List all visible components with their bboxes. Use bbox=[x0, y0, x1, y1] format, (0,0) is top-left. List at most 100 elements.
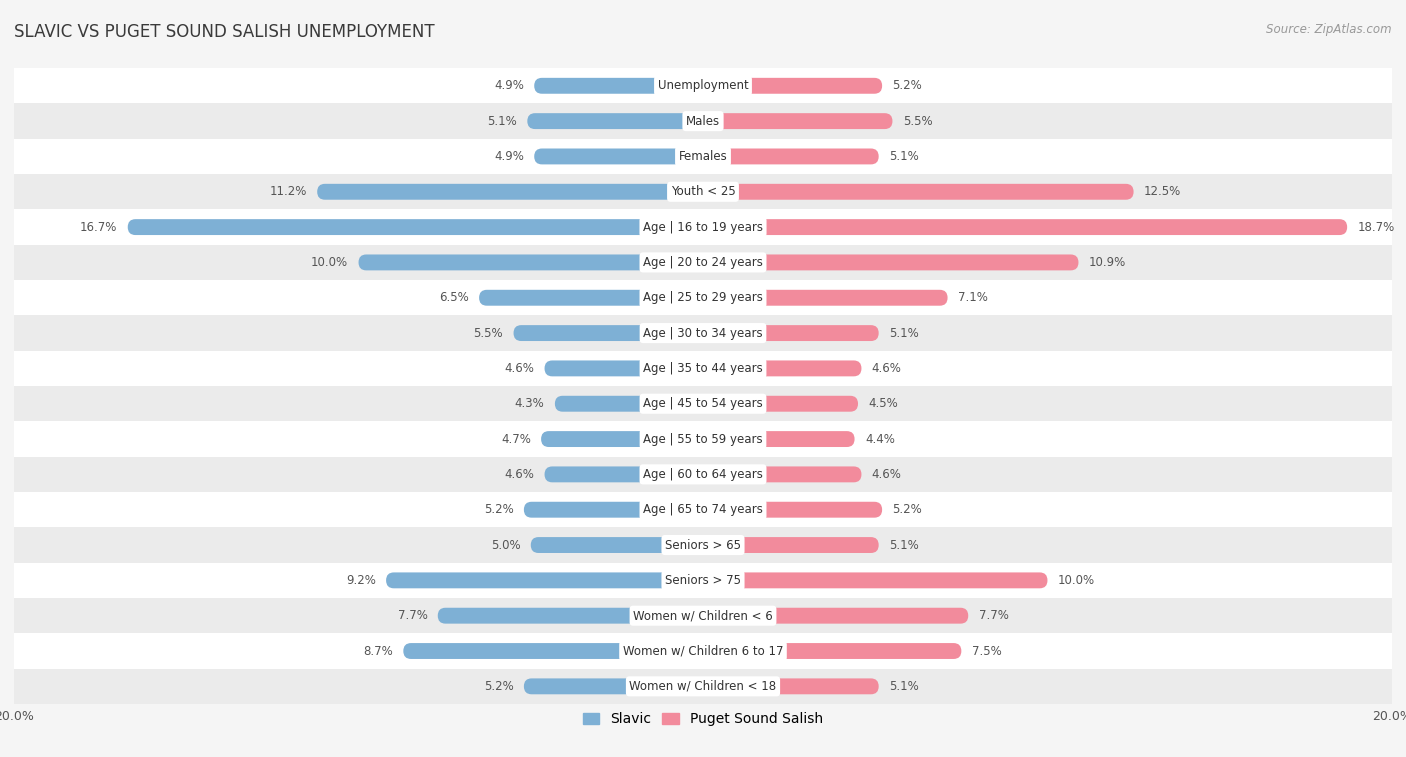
Text: 5.5%: 5.5% bbox=[903, 114, 932, 128]
FancyBboxPatch shape bbox=[555, 396, 703, 412]
Text: 5.2%: 5.2% bbox=[893, 79, 922, 92]
Bar bbox=[14, 245, 1392, 280]
Text: 10.9%: 10.9% bbox=[1088, 256, 1126, 269]
Text: 5.2%: 5.2% bbox=[484, 503, 513, 516]
Text: 10.0%: 10.0% bbox=[311, 256, 349, 269]
FancyBboxPatch shape bbox=[703, 184, 1133, 200]
Text: Seniors > 75: Seniors > 75 bbox=[665, 574, 741, 587]
FancyBboxPatch shape bbox=[527, 113, 703, 129]
FancyBboxPatch shape bbox=[703, 396, 858, 412]
Text: 5.1%: 5.1% bbox=[889, 326, 918, 340]
FancyBboxPatch shape bbox=[703, 326, 879, 341]
FancyBboxPatch shape bbox=[534, 148, 703, 164]
Bar bbox=[14, 210, 1392, 245]
Text: 12.5%: 12.5% bbox=[1144, 185, 1181, 198]
Bar bbox=[14, 598, 1392, 634]
FancyBboxPatch shape bbox=[703, 148, 879, 164]
Bar bbox=[14, 316, 1392, 350]
FancyBboxPatch shape bbox=[544, 360, 703, 376]
Text: 7.7%: 7.7% bbox=[398, 609, 427, 622]
FancyBboxPatch shape bbox=[437, 608, 703, 624]
FancyBboxPatch shape bbox=[703, 572, 1047, 588]
Text: Males: Males bbox=[686, 114, 720, 128]
Text: 4.7%: 4.7% bbox=[501, 432, 531, 446]
FancyBboxPatch shape bbox=[524, 678, 703, 694]
Text: Age | 65 to 74 years: Age | 65 to 74 years bbox=[643, 503, 763, 516]
Text: SLAVIC VS PUGET SOUND SALISH UNEMPLOYMENT: SLAVIC VS PUGET SOUND SALISH UNEMPLOYMEN… bbox=[14, 23, 434, 41]
FancyBboxPatch shape bbox=[534, 78, 703, 94]
FancyBboxPatch shape bbox=[404, 643, 703, 659]
Text: 5.1%: 5.1% bbox=[889, 680, 918, 693]
Bar bbox=[14, 528, 1392, 562]
FancyBboxPatch shape bbox=[703, 608, 969, 624]
FancyBboxPatch shape bbox=[128, 219, 703, 235]
Text: Source: ZipAtlas.com: Source: ZipAtlas.com bbox=[1267, 23, 1392, 36]
Bar bbox=[14, 456, 1392, 492]
FancyBboxPatch shape bbox=[524, 502, 703, 518]
Text: 7.5%: 7.5% bbox=[972, 644, 1001, 658]
Text: 5.1%: 5.1% bbox=[488, 114, 517, 128]
Text: 4.9%: 4.9% bbox=[494, 150, 524, 163]
Text: 4.6%: 4.6% bbox=[505, 362, 534, 375]
Bar bbox=[14, 350, 1392, 386]
Text: Females: Females bbox=[679, 150, 727, 163]
Bar bbox=[14, 139, 1392, 174]
Text: Seniors > 65: Seniors > 65 bbox=[665, 538, 741, 552]
Text: 9.2%: 9.2% bbox=[346, 574, 375, 587]
Bar bbox=[14, 68, 1392, 104]
Text: 18.7%: 18.7% bbox=[1358, 220, 1395, 234]
Text: 16.7%: 16.7% bbox=[80, 220, 118, 234]
Bar bbox=[14, 174, 1392, 210]
Text: 6.5%: 6.5% bbox=[439, 291, 468, 304]
Text: Age | 25 to 29 years: Age | 25 to 29 years bbox=[643, 291, 763, 304]
Text: 4.6%: 4.6% bbox=[872, 362, 901, 375]
FancyBboxPatch shape bbox=[703, 678, 879, 694]
Text: Age | 16 to 19 years: Age | 16 to 19 years bbox=[643, 220, 763, 234]
Bar bbox=[14, 422, 1392, 456]
Text: Women w/ Children < 6: Women w/ Children < 6 bbox=[633, 609, 773, 622]
Bar bbox=[14, 634, 1392, 668]
FancyBboxPatch shape bbox=[544, 466, 703, 482]
FancyBboxPatch shape bbox=[703, 113, 893, 129]
Text: 8.7%: 8.7% bbox=[363, 644, 394, 658]
FancyBboxPatch shape bbox=[703, 466, 862, 482]
Text: Age | 35 to 44 years: Age | 35 to 44 years bbox=[643, 362, 763, 375]
Text: Youth < 25: Youth < 25 bbox=[671, 185, 735, 198]
FancyBboxPatch shape bbox=[513, 326, 703, 341]
FancyBboxPatch shape bbox=[541, 431, 703, 447]
Bar bbox=[14, 104, 1392, 139]
Bar bbox=[14, 492, 1392, 528]
Bar bbox=[14, 562, 1392, 598]
Text: 5.0%: 5.0% bbox=[491, 538, 520, 552]
Text: 4.3%: 4.3% bbox=[515, 397, 544, 410]
Text: 10.0%: 10.0% bbox=[1057, 574, 1095, 587]
FancyBboxPatch shape bbox=[703, 360, 862, 376]
Text: 4.9%: 4.9% bbox=[494, 79, 524, 92]
FancyBboxPatch shape bbox=[703, 254, 1078, 270]
Text: 5.2%: 5.2% bbox=[893, 503, 922, 516]
Text: Women w/ Children < 18: Women w/ Children < 18 bbox=[630, 680, 776, 693]
FancyBboxPatch shape bbox=[703, 537, 879, 553]
Bar bbox=[14, 668, 1392, 704]
FancyBboxPatch shape bbox=[703, 290, 948, 306]
Text: Age | 60 to 64 years: Age | 60 to 64 years bbox=[643, 468, 763, 481]
Text: 5.1%: 5.1% bbox=[889, 538, 918, 552]
Text: 5.2%: 5.2% bbox=[484, 680, 513, 693]
FancyBboxPatch shape bbox=[703, 78, 882, 94]
FancyBboxPatch shape bbox=[387, 572, 703, 588]
Text: Age | 20 to 24 years: Age | 20 to 24 years bbox=[643, 256, 763, 269]
Text: 4.4%: 4.4% bbox=[865, 432, 894, 446]
Text: Age | 55 to 59 years: Age | 55 to 59 years bbox=[643, 432, 763, 446]
Text: Unemployment: Unemployment bbox=[658, 79, 748, 92]
Text: 7.7%: 7.7% bbox=[979, 609, 1008, 622]
Text: 4.6%: 4.6% bbox=[872, 468, 901, 481]
FancyBboxPatch shape bbox=[703, 219, 1347, 235]
Text: 7.1%: 7.1% bbox=[957, 291, 988, 304]
FancyBboxPatch shape bbox=[318, 184, 703, 200]
Text: Age | 45 to 54 years: Age | 45 to 54 years bbox=[643, 397, 763, 410]
FancyBboxPatch shape bbox=[703, 431, 855, 447]
Text: 4.6%: 4.6% bbox=[505, 468, 534, 481]
Bar bbox=[14, 386, 1392, 422]
FancyBboxPatch shape bbox=[479, 290, 703, 306]
FancyBboxPatch shape bbox=[703, 643, 962, 659]
